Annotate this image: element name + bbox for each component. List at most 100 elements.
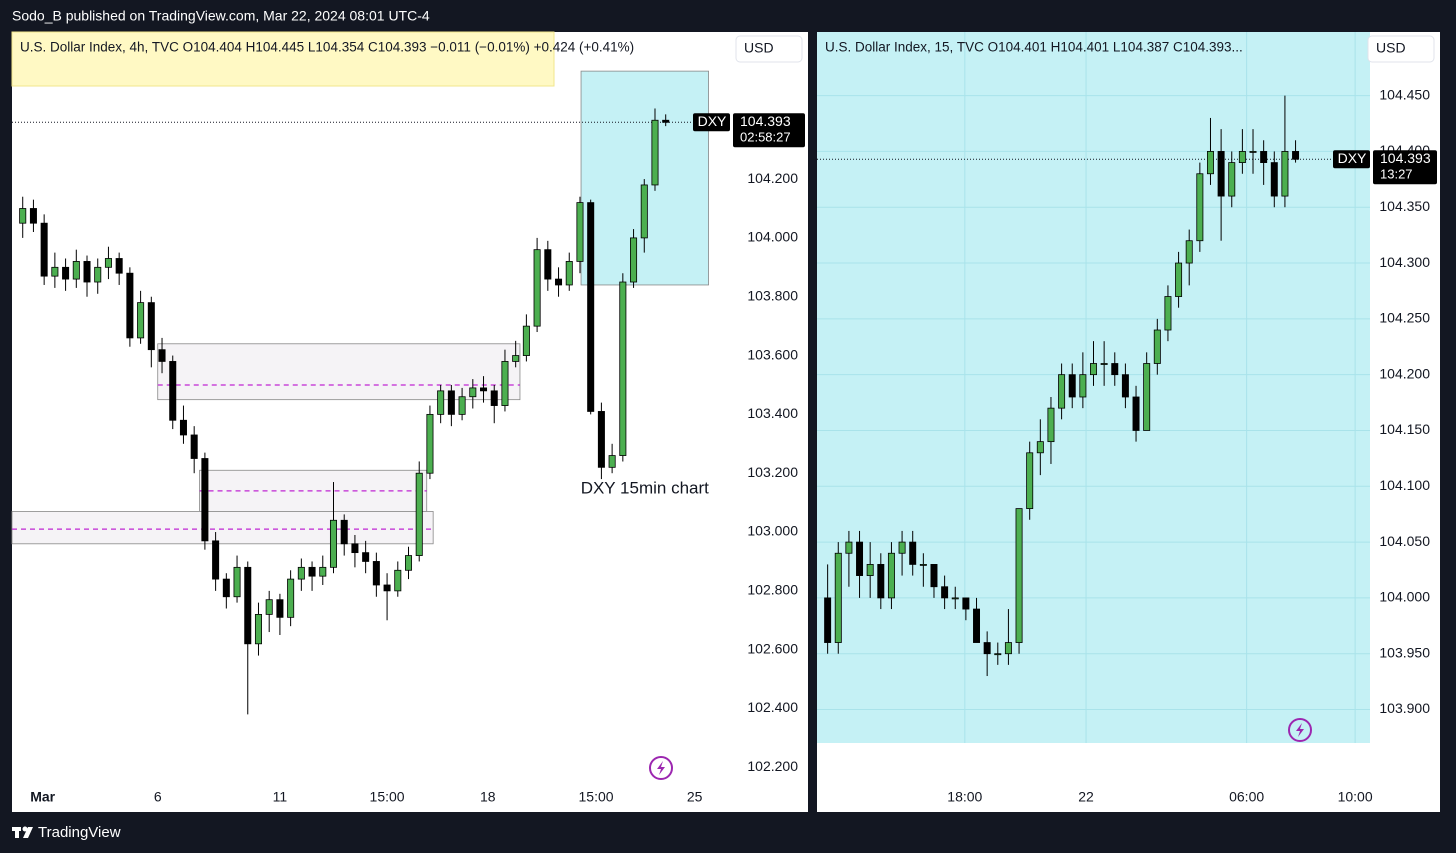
candle-body: [254, 613, 262, 645]
candle-body: [608, 455, 616, 468]
candle-body: [29, 208, 37, 224]
candle-body: [383, 584, 391, 592]
candle-body: [1196, 173, 1204, 242]
candle-body: [1249, 151, 1257, 153]
last-price: 104.393: [740, 113, 791, 129]
y-tick-label: 104.150: [1379, 421, 1430, 437]
candle-body: [555, 278, 563, 286]
y-tick-label: 103.800: [747, 287, 798, 303]
candle-body: [179, 419, 187, 436]
candle-body: [1270, 162, 1278, 197]
price-tag: [1373, 150, 1437, 185]
symbol-tag: [1333, 150, 1370, 169]
y-tick-label: 103.400: [747, 405, 798, 421]
candle-body: [1015, 508, 1023, 643]
annotation: DXY 15min chart: [581, 478, 709, 497]
candle-body: [104, 258, 112, 268]
y-tick-label: 104.350: [1379, 198, 1430, 214]
candle-body: [973, 608, 981, 643]
candle-body: [40, 222, 48, 277]
y-tick-label: 103.950: [1379, 644, 1430, 660]
candle-body: [824, 597, 832, 643]
candle-body: [565, 261, 573, 286]
candle-body: [909, 541, 917, 565]
y-tick-label: 104.000: [747, 229, 798, 245]
candle-body: [1260, 151, 1268, 163]
candle-body: [941, 586, 949, 599]
candle-body: [490, 390, 498, 406]
candle-body: [619, 281, 627, 456]
candle-body: [169, 361, 177, 421]
x-tick-label: 22: [1078, 789, 1094, 805]
candle-body: [287, 578, 295, 618]
candle-body: [1004, 642, 1012, 655]
brand-logo: [12, 826, 33, 838]
y-tick-label: 102.200: [747, 758, 798, 774]
candle-body: [1047, 407, 1055, 443]
x-tick-label: 18:00: [947, 789, 982, 805]
candle-body: [887, 552, 895, 599]
countdown: 02:58:27: [740, 130, 791, 145]
candle-body: [983, 642, 991, 655]
x-tick-label: 06:00: [1229, 789, 1264, 805]
y-tick-label: 103.000: [747, 523, 798, 539]
last-price: 104.393: [1380, 150, 1431, 166]
x-tick-label: 25: [687, 789, 703, 805]
candle-body: [834, 552, 842, 643]
currency: USD: [744, 40, 774, 56]
candle-body: [415, 472, 423, 556]
candle-body: [394, 569, 402, 592]
symbol-tag: [693, 113, 730, 132]
candle-body: [329, 519, 338, 568]
legend: U.S. Dollar Index, 15, TVC O104.401 H104…: [825, 40, 1243, 55]
candle-body: [1090, 363, 1097, 376]
y-tick-label: 102.600: [747, 640, 798, 656]
candle-body: [1068, 374, 1076, 398]
candle-body: [1175, 262, 1183, 297]
candle-body: [480, 387, 488, 392]
candle-body: [276, 599, 284, 618]
candle-body: [1132, 396, 1140, 431]
y-tick-label: 104.200: [1379, 365, 1430, 381]
candle-body: [501, 361, 509, 406]
price-tag: [733, 113, 805, 148]
candle-body: [1111, 363, 1119, 376]
candle-body: [587, 202, 595, 412]
candle-body: [94, 266, 102, 283]
candle-body: [212, 540, 220, 580]
candle-body: [469, 387, 477, 398]
candle-body: [1153, 329, 1161, 364]
candle-body: [1079, 374, 1087, 398]
candle-body: [458, 396, 466, 415]
candle-body: [447, 390, 455, 415]
candle-body: [319, 566, 327, 577]
y-tick-label: 104.200: [747, 170, 798, 186]
x-tick-label: 18: [480, 789, 496, 805]
y-tick-label: 104.050: [1379, 533, 1430, 549]
candle-body: [856, 541, 864, 576]
x-tick-label: 15:00: [579, 789, 614, 805]
candle-body: [1217, 151, 1225, 197]
y-tick-label: 104.450: [1379, 86, 1430, 102]
candle-body: [544, 249, 552, 280]
candle-body: [1121, 374, 1129, 398]
candle-body: [233, 566, 241, 598]
countdown: 13:27: [1380, 167, 1413, 182]
replay-circle: [1288, 718, 1312, 742]
y-tick-label: 104.100: [1379, 477, 1430, 493]
candle-body: [1143, 363, 1151, 431]
y-tick-label: 103.200: [747, 464, 798, 480]
candle-body: [126, 272, 134, 339]
zone: [11, 511, 434, 545]
brand-name: TradingView: [38, 824, 121, 841]
currency-box: [735, 35, 803, 63]
x-tick-label: 11: [273, 789, 288, 805]
candle-body: [297, 566, 305, 580]
x-tick-label: 6: [154, 789, 162, 805]
candle-body: [404, 555, 413, 571]
candle-body: [994, 653, 1002, 656]
candle-body: [845, 541, 853, 554]
candle-body: [158, 349, 166, 362]
candle-body: [72, 261, 80, 280]
